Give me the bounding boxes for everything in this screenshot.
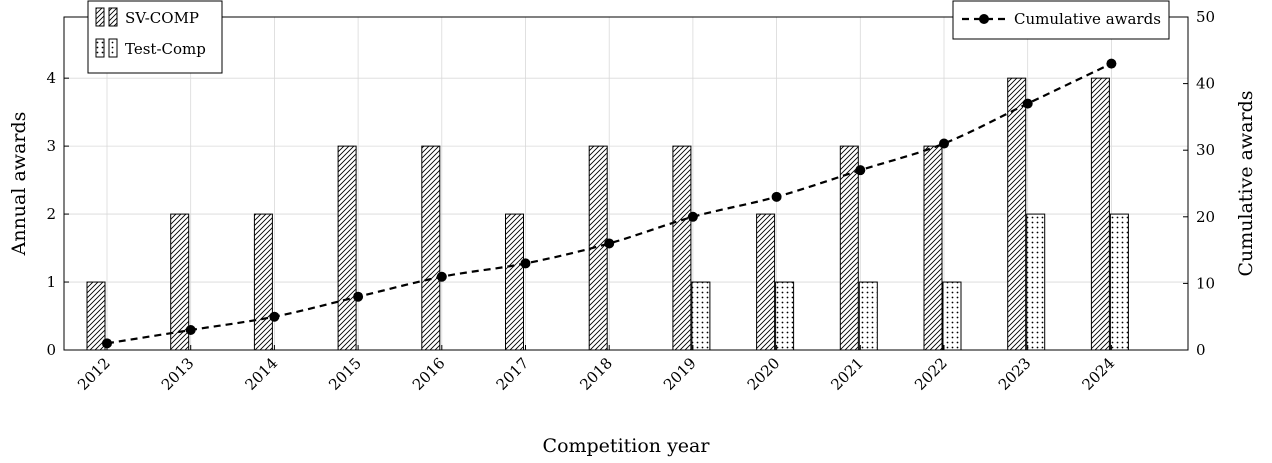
cumulative-point-2020 — [771, 191, 782, 202]
cumulative-point-2019 — [687, 211, 698, 222]
x-axis-title: Competition year — [543, 435, 711, 457]
legend-label-cumulative: Cumulative awards — [1014, 10, 1161, 28]
legend-marker-cumulative — [979, 14, 989, 24]
bar-test-comp-2019 — [691, 281, 711, 351]
bar-test-comp-2024 — [1109, 213, 1129, 351]
x-tick-label: 2013 — [158, 354, 198, 394]
y-tick-label: 4 — [46, 69, 56, 87]
x-tick-label: 2023 — [995, 354, 1035, 394]
bar-sv-comp-2021 — [839, 145, 859, 351]
legend-line: Cumulative awards — [952, 0, 1170, 40]
bar-sv-comp-2020 — [756, 213, 776, 351]
legend-swatch-sv-comp — [95, 7, 105, 27]
y2-axis-title: Cumulative awards — [1235, 90, 1257, 276]
cumulative-point-2015 — [353, 291, 364, 302]
x-tick-label: 2015 — [325, 354, 365, 394]
cumulative-point-2014 — [269, 311, 280, 322]
x-tick-label: 2018 — [576, 354, 616, 394]
bar-sv-comp-2023 — [1007, 77, 1027, 351]
cumulative-point-2017 — [520, 258, 531, 269]
bar-sv-comp-2014 — [253, 213, 273, 351]
y2-tick-label: 10 — [1196, 274, 1215, 292]
bar-test-comp-2022 — [942, 281, 962, 351]
bars — [86, 77, 1129, 351]
cumulative-point-2023 — [1022, 98, 1033, 109]
x-tick-label: 2017 — [493, 354, 533, 394]
cumulative-point-2018 — [604, 238, 615, 249]
legend-swatch-test-comp — [95, 38, 105, 58]
cumulative-point-2024 — [1106, 58, 1117, 69]
x-tick-label: 2016 — [409, 354, 449, 394]
bar-sv-comp-2015 — [337, 145, 357, 351]
legend-bars: SV-COMP Test-Comp — [87, 0, 223, 74]
bar-sv-comp-2022 — [923, 145, 943, 351]
y2-tick-label: 30 — [1196, 141, 1215, 159]
cumulative-point-2016 — [436, 271, 447, 282]
x-tick-label: 2020 — [744, 354, 784, 394]
y-tick-label: 2 — [46, 205, 56, 223]
bar-test-comp-2023 — [1026, 213, 1046, 351]
x-tick-label: 2012 — [74, 354, 114, 394]
cumulative-point-2022 — [939, 138, 949, 149]
x-tick-label: 2021 — [827, 354, 867, 394]
x-tick-label: 2022 — [911, 354, 951, 394]
bar-sv-comp-2019 — [672, 145, 692, 351]
legend-swatch-test-comp — [108, 38, 118, 58]
y2-tick-label: 50 — [1196, 8, 1215, 26]
x-tick-label: 2019 — [660, 354, 700, 394]
y2-tick-label: 20 — [1196, 208, 1215, 226]
legend-label-sv-comp: SV-COMP — [125, 9, 199, 27]
y-axis-title: Annual awards — [8, 112, 30, 257]
y2-tick-label: 0 — [1196, 341, 1206, 359]
cumulative-point-2021 — [855, 165, 866, 176]
bar-test-comp-2020 — [775, 281, 795, 351]
bar-sv-comp-2024 — [1090, 77, 1110, 351]
x-tick-label: 2014 — [241, 354, 281, 394]
cumulative-point-2012 — [102, 338, 112, 349]
cumulative-point-2013 — [185, 325, 196, 336]
y-tick-label: 3 — [46, 137, 56, 155]
bar-sv-comp-2012 — [86, 281, 106, 351]
legend-label-test-comp: Test-Comp — [125, 40, 206, 58]
x-tick-label: 2024 — [1078, 354, 1118, 394]
cumulative-line — [102, 58, 1117, 349]
legend-box-bars — [87, 0, 223, 74]
bar-test-comp-2021 — [858, 281, 878, 351]
y2-tick-label: 40 — [1196, 75, 1215, 93]
legend-swatch-sv-comp — [108, 7, 118, 27]
y-tick-label: 0 — [46, 341, 56, 359]
plot-frame — [63, 16, 1189, 351]
y-tick-label: 1 — [46, 273, 56, 291]
bar-sv-comp-2016 — [421, 145, 441, 351]
bar-sv-comp-2017 — [505, 213, 524, 351]
